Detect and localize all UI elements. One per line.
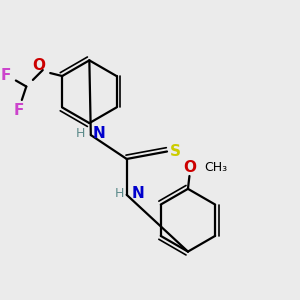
Text: N: N [131, 185, 144, 200]
Text: F: F [14, 103, 24, 118]
Text: S: S [170, 144, 181, 159]
Text: O: O [183, 160, 196, 175]
Text: CH₃: CH₃ [204, 160, 227, 173]
Text: F: F [0, 68, 11, 82]
Text: O: O [32, 58, 45, 73]
Text: N: N [92, 126, 105, 141]
Text: H: H [114, 187, 124, 200]
Text: H: H [76, 127, 85, 140]
